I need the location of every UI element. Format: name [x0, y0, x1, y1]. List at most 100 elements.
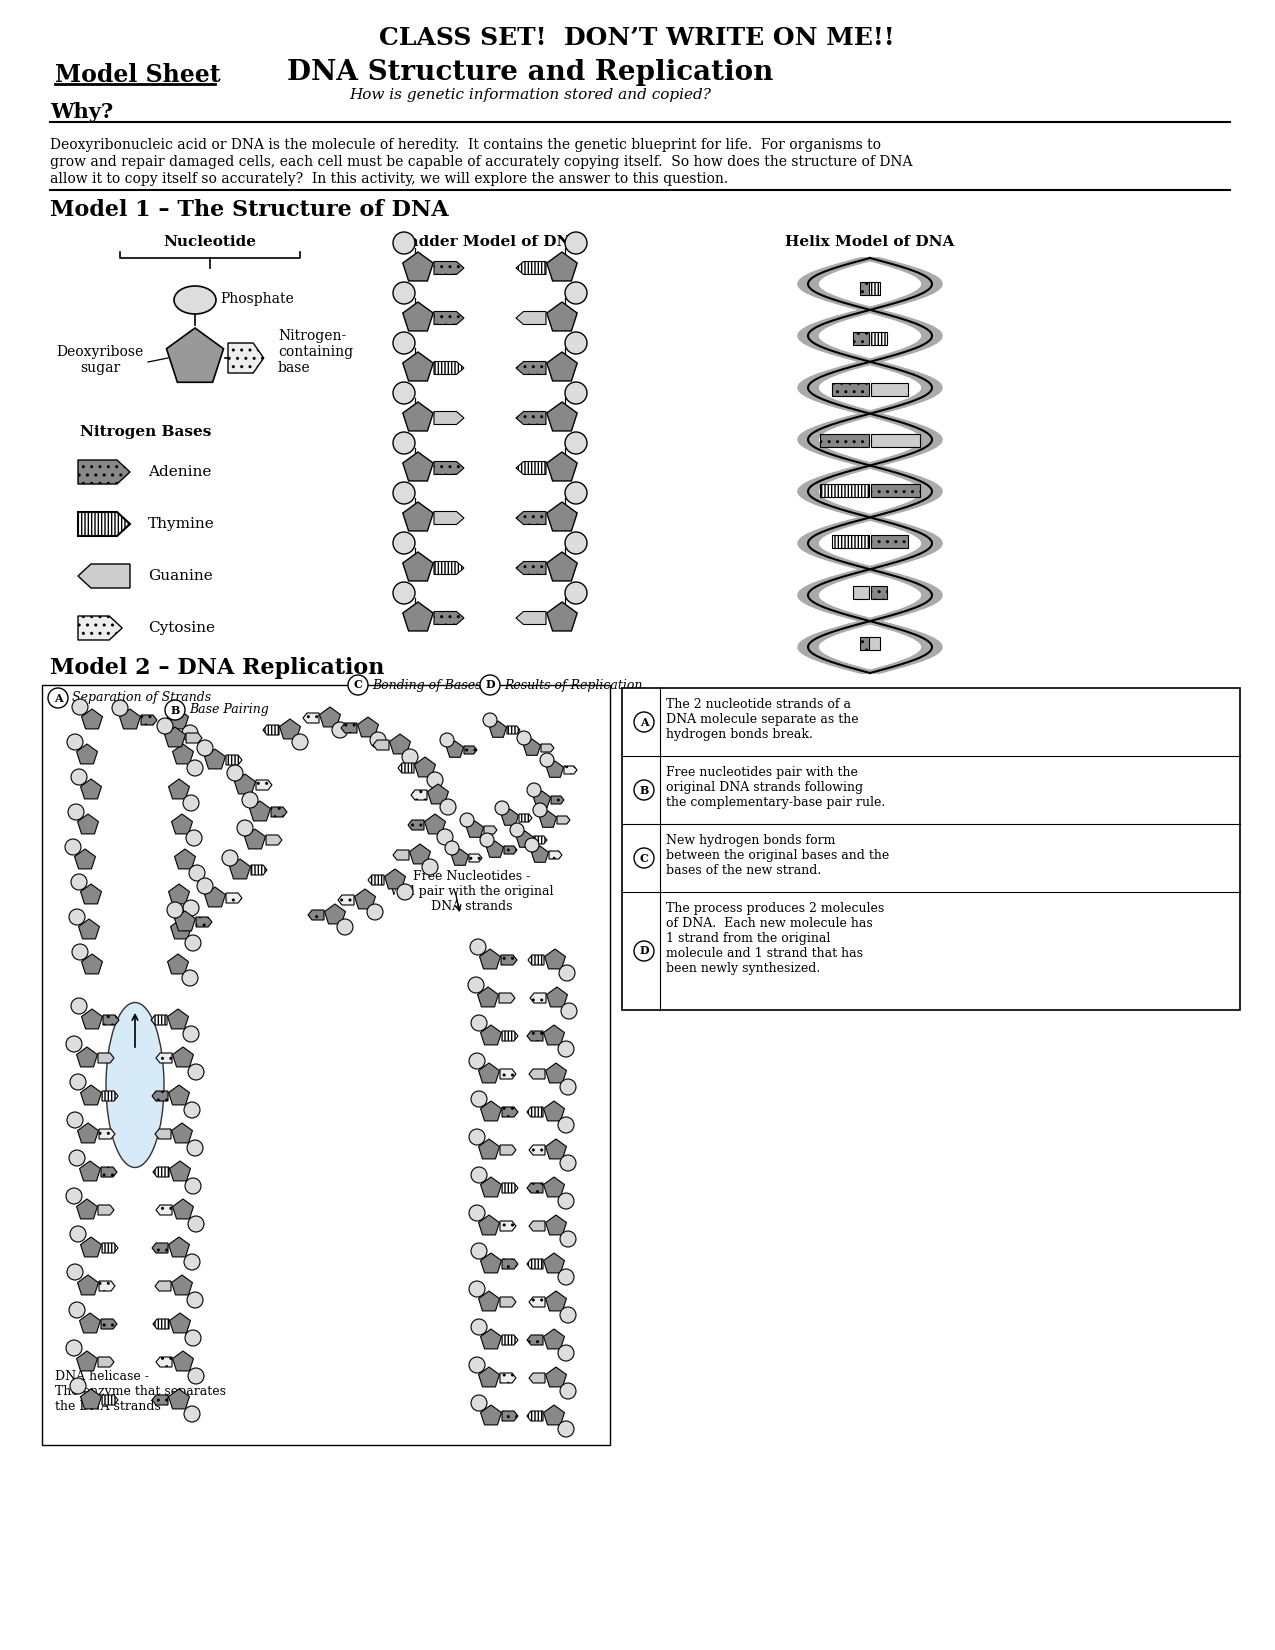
Circle shape — [71, 700, 88, 714]
Polygon shape — [871, 586, 887, 599]
Polygon shape — [500, 1221, 516, 1231]
Polygon shape — [871, 383, 909, 396]
Polygon shape — [532, 846, 548, 863]
Text: Model 1 – The Structure of DNA: Model 1 – The Structure of DNA — [50, 200, 449, 221]
Polygon shape — [82, 710, 102, 729]
Polygon shape — [98, 1204, 113, 1214]
Circle shape — [525, 838, 539, 851]
Circle shape — [558, 965, 575, 982]
Polygon shape — [502, 1259, 518, 1269]
Ellipse shape — [106, 1003, 164, 1168]
Circle shape — [367, 904, 382, 921]
Polygon shape — [142, 714, 157, 724]
Polygon shape — [467, 822, 483, 837]
Polygon shape — [527, 1107, 543, 1117]
Circle shape — [468, 977, 484, 993]
Polygon shape — [266, 835, 282, 845]
Circle shape — [560, 1231, 576, 1247]
Polygon shape — [547, 302, 578, 332]
Circle shape — [565, 282, 587, 304]
Polygon shape — [172, 1048, 194, 1068]
Polygon shape — [434, 261, 464, 274]
Polygon shape — [547, 351, 578, 381]
Circle shape — [565, 482, 587, 503]
Circle shape — [71, 874, 87, 889]
Polygon shape — [80, 1389, 102, 1409]
Text: The process produces 2 molecules
of DNA.  Each new molecule has
1 strand from th: The process produces 2 molecules of DNA.… — [666, 903, 885, 975]
Polygon shape — [550, 851, 562, 860]
Polygon shape — [403, 252, 434, 280]
Polygon shape — [478, 1366, 500, 1388]
Polygon shape — [871, 434, 921, 447]
Polygon shape — [164, 728, 185, 747]
Circle shape — [397, 884, 413, 899]
Circle shape — [393, 233, 414, 254]
Polygon shape — [152, 1091, 168, 1101]
Text: Free nucleotides pair with the
original DNA strands following
the complementary-: Free nucleotides pair with the original … — [666, 766, 885, 808]
Polygon shape — [516, 612, 546, 624]
Polygon shape — [519, 813, 532, 822]
Polygon shape — [501, 808, 519, 825]
Polygon shape — [78, 564, 130, 587]
Circle shape — [634, 780, 654, 800]
Polygon shape — [543, 1328, 565, 1350]
Circle shape — [479, 833, 493, 846]
Circle shape — [393, 531, 414, 554]
Circle shape — [68, 734, 83, 751]
Circle shape — [185, 1178, 201, 1195]
Circle shape — [184, 1102, 200, 1119]
Polygon shape — [256, 780, 272, 790]
Text: Ladder Model of DNA: Ladder Model of DNA — [398, 234, 583, 249]
Circle shape — [187, 1216, 204, 1233]
Circle shape — [561, 1003, 578, 1020]
Polygon shape — [170, 1162, 190, 1181]
Polygon shape — [547, 761, 564, 777]
Polygon shape — [152, 1242, 168, 1252]
Circle shape — [560, 1307, 576, 1323]
Text: A: A — [54, 693, 62, 703]
Circle shape — [198, 739, 213, 756]
Polygon shape — [527, 1411, 543, 1421]
Polygon shape — [528, 955, 544, 965]
Polygon shape — [820, 485, 870, 497]
FancyBboxPatch shape — [622, 688, 1241, 1010]
Polygon shape — [853, 586, 870, 599]
Circle shape — [516, 731, 530, 746]
Polygon shape — [516, 561, 546, 574]
Polygon shape — [80, 779, 102, 799]
Circle shape — [565, 383, 587, 404]
Circle shape — [370, 733, 386, 747]
Polygon shape — [167, 328, 223, 383]
Polygon shape — [175, 911, 195, 931]
Polygon shape — [530, 993, 546, 1003]
Circle shape — [470, 1318, 487, 1335]
Polygon shape — [309, 911, 324, 921]
Text: C: C — [640, 853, 649, 863]
Polygon shape — [469, 855, 482, 861]
Polygon shape — [272, 807, 287, 817]
Polygon shape — [251, 865, 266, 874]
Polygon shape — [168, 1238, 190, 1257]
Polygon shape — [502, 1183, 518, 1193]
Circle shape — [68, 804, 84, 820]
Circle shape — [560, 1155, 576, 1172]
Polygon shape — [871, 332, 887, 345]
Text: Deoxyribose
sugar: Deoxyribose sugar — [56, 345, 144, 375]
Polygon shape — [79, 1313, 101, 1333]
Polygon shape — [543, 1101, 565, 1120]
Polygon shape — [403, 403, 434, 431]
Circle shape — [393, 282, 414, 304]
Polygon shape — [156, 1204, 172, 1214]
Polygon shape — [547, 252, 578, 280]
Polygon shape — [501, 955, 516, 965]
Polygon shape — [870, 282, 880, 294]
Circle shape — [469, 1280, 484, 1297]
Circle shape — [184, 795, 199, 812]
Polygon shape — [76, 1048, 97, 1068]
Circle shape — [112, 700, 128, 716]
Polygon shape — [484, 827, 497, 833]
Polygon shape — [279, 719, 301, 739]
Polygon shape — [502, 1335, 518, 1345]
Polygon shape — [403, 602, 434, 630]
Polygon shape — [434, 561, 464, 574]
